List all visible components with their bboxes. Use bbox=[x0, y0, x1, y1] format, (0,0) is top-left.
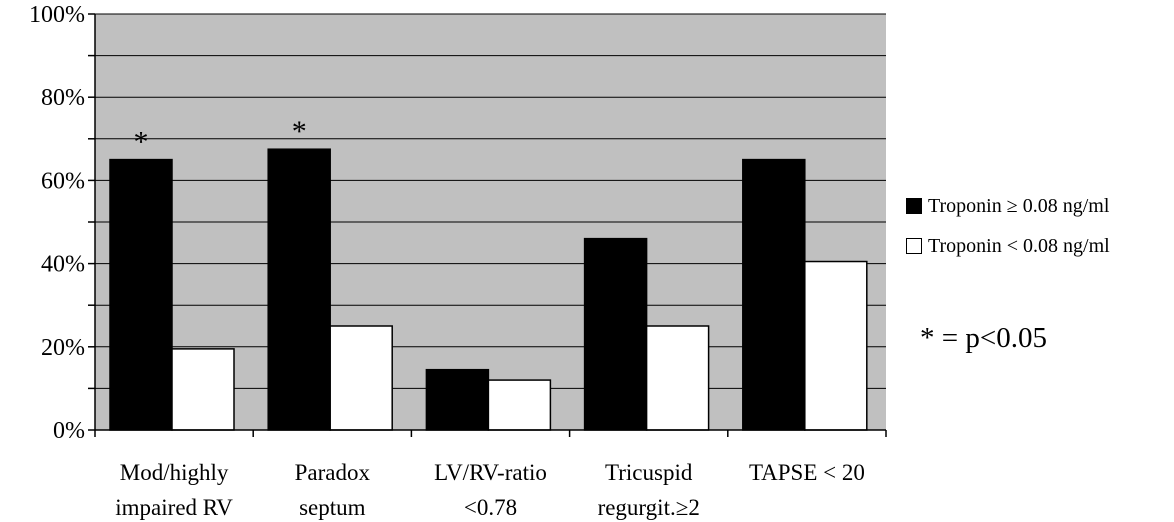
bar bbox=[804, 260, 868, 431]
x-category-label: TAPSE < 20 bbox=[749, 460, 865, 485]
x-category-label: LV/RV-ratio bbox=[434, 460, 547, 485]
bars bbox=[109, 148, 868, 431]
legend-swatch-black bbox=[906, 198, 922, 214]
y-tick-label: 60% bbox=[41, 168, 85, 194]
x-category-label: <0.78 bbox=[464, 495, 517, 520]
x-axis-category-labels: Mod/highly impaired RV Paradox septum LV/RV-… bbox=[115, 460, 865, 520]
legend-label: Troponin ≥ 0.08 ng/ml bbox=[928, 194, 1110, 217]
bar bbox=[645, 325, 710, 431]
y-axis-tick-labels: 0% 20% 40% 60% 80% 100% bbox=[29, 2, 85, 444]
bar bbox=[267, 148, 331, 431]
x-category-label: Tricuspid bbox=[605, 460, 693, 485]
bar bbox=[742, 158, 806, 431]
bar bbox=[109, 158, 173, 431]
gridlines bbox=[95, 13, 886, 389]
significance-star: * bbox=[292, 115, 307, 148]
x-category-label: regurgit.≥2 bbox=[598, 495, 700, 520]
bar bbox=[329, 325, 393, 431]
x-category-label: impaired RV bbox=[115, 495, 233, 520]
x-category-label: Mod/highly bbox=[120, 460, 229, 485]
axes bbox=[88, 13, 887, 437]
y-tick-label: 100% bbox=[29, 2, 85, 28]
y-tick-label: 40% bbox=[41, 252, 85, 278]
significance-note: * = p<0.05 bbox=[920, 322, 1047, 354]
significance-markers: * * bbox=[134, 115, 307, 158]
y-tick-label: 20% bbox=[41, 335, 85, 361]
legend: Troponin ≥ 0.08 ng/ml Troponin < 0.08 ng… bbox=[906, 186, 1110, 266]
bar bbox=[171, 348, 235, 431]
bar bbox=[425, 368, 490, 431]
bar bbox=[583, 237, 648, 431]
x-category-label: Paradox bbox=[295, 460, 371, 485]
y-tick-label: 80% bbox=[41, 85, 85, 111]
legend-label: Troponin < 0.08 ng/ml bbox=[928, 234, 1110, 257]
bar bbox=[487, 379, 552, 431]
legend-item-troponin-low: Troponin < 0.08 ng/ml bbox=[906, 226, 1110, 266]
y-tick-label: 0% bbox=[53, 418, 85, 444]
legend-swatch-white bbox=[906, 238, 922, 254]
x-category-label: septum bbox=[299, 495, 366, 520]
significance-star: * bbox=[134, 126, 149, 159]
legend-item-troponin-high: Troponin ≥ 0.08 ng/ml bbox=[906, 186, 1110, 226]
